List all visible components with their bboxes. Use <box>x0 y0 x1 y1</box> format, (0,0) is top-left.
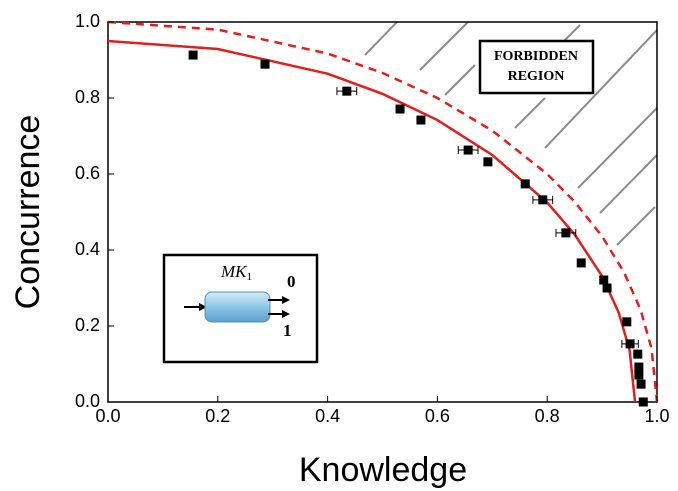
x-tick-label: 0.0 <box>95 406 120 426</box>
x-tick-label: 0.2 <box>205 406 230 426</box>
point <box>260 59 270 69</box>
region-label: REGION <box>508 69 565 84</box>
y-axis-label: Concurrence <box>9 115 47 310</box>
inset: MK1 0 1 <box>162 253 319 364</box>
point <box>483 157 493 167</box>
region-label-box: FORBIDDEN REGION <box>478 39 595 95</box>
y-tick-label: 0.8 <box>75 87 100 107</box>
x-axis-label: Knowledge <box>299 451 467 489</box>
y-tick-label: 0.0 <box>75 391 100 411</box>
point <box>599 275 609 285</box>
point <box>561 228 571 238</box>
point <box>416 115 426 125</box>
y-tick-label: 0.4 <box>75 239 100 259</box>
inset-label-main: MK <box>220 262 248 281</box>
y-tick-label: 1.0 <box>75 11 100 31</box>
point <box>463 145 473 155</box>
point <box>520 179 530 189</box>
point <box>633 349 643 359</box>
inset-output: 0 <box>287 272 296 291</box>
curve <box>107 39 637 403</box>
x-tick-label: 0.6 <box>425 406 450 426</box>
y-tick-label: 0.6 <box>75 163 100 183</box>
point <box>395 104 405 114</box>
inset-label-subscript: 1 <box>247 271 253 283</box>
inset-output: 1 <box>283 321 292 340</box>
x-tick-label: 0.4 <box>315 406 340 426</box>
point <box>625 339 635 349</box>
point <box>638 397 648 407</box>
point <box>538 195 548 205</box>
x-tick-label: 0.8 <box>535 406 560 426</box>
region-label: FORBIDDEN <box>494 49 578 64</box>
x-tick-label: 1.0 <box>644 406 669 426</box>
y-tick-label: 0.2 <box>75 315 100 335</box>
point <box>634 362 644 372</box>
point <box>188 50 198 60</box>
point <box>342 86 352 96</box>
point <box>634 370 644 380</box>
point <box>576 258 586 268</box>
point <box>636 379 646 389</box>
point <box>622 317 632 327</box>
plot-frame <box>107 21 658 403</box>
inset-label: MK1 <box>220 262 252 283</box>
point <box>602 283 612 293</box>
